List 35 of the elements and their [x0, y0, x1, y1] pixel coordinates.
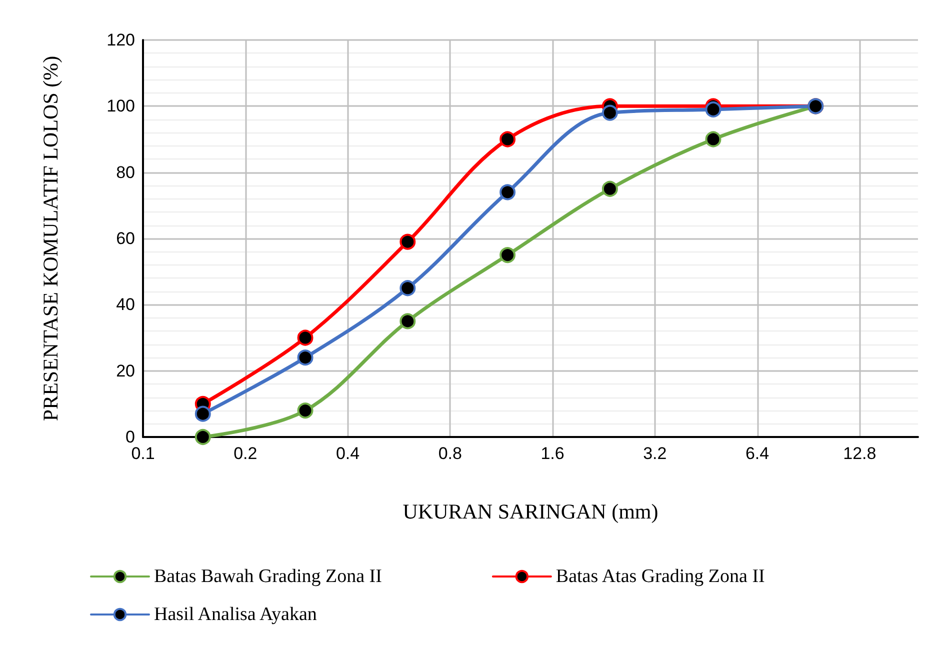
point: [602, 180, 618, 197]
point: [194, 406, 211, 422]
x-tick-label: 1.6: [540, 444, 564, 463]
point: [705, 101, 722, 118]
x-tick-label: 0.4: [336, 444, 360, 463]
x-tick-label: 3.2: [643, 444, 667, 463]
point: [400, 280, 416, 296]
point: [297, 350, 314, 366]
point: [400, 313, 416, 330]
point: [500, 131, 516, 148]
point: [297, 330, 314, 346]
x-tick-label: 0.8: [438, 444, 462, 463]
x-tick-label: 6.4: [745, 444, 770, 463]
y-tick-label: 120: [106, 30, 135, 50]
x-tick-label: 12.8: [843, 444, 876, 463]
legend-label: Batas Atas Grading Zona II: [556, 566, 765, 587]
y-tick-label: 20: [116, 361, 135, 380]
y-tick-label: 0: [126, 428, 135, 446]
point: [297, 402, 314, 419]
x-tick-label: 0.1: [131, 444, 155, 463]
x-tick-label: 0.2: [234, 444, 258, 463]
y-axis-title: PRESENTASE KOMULATIF LOLOS (%): [38, 56, 62, 422]
point: [400, 234, 416, 250]
x-axis-title: UKURAN SARINGAN (mm): [402, 500, 658, 524]
legend-label: Hasil Analisa Ayakan: [154, 604, 318, 625]
point: [500, 184, 516, 200]
y-tick-label: 80: [116, 162, 135, 182]
point: [705, 131, 722, 148]
y-tick-label: 100: [106, 96, 135, 116]
point: [500, 247, 516, 264]
point: [194, 429, 211, 445]
point: [602, 104, 618, 121]
y-tick-label: 40: [116, 295, 135, 314]
legend-label: Batas Bawah Grading Zona II: [154, 566, 382, 587]
y-tick-label: 60: [116, 229, 135, 248]
